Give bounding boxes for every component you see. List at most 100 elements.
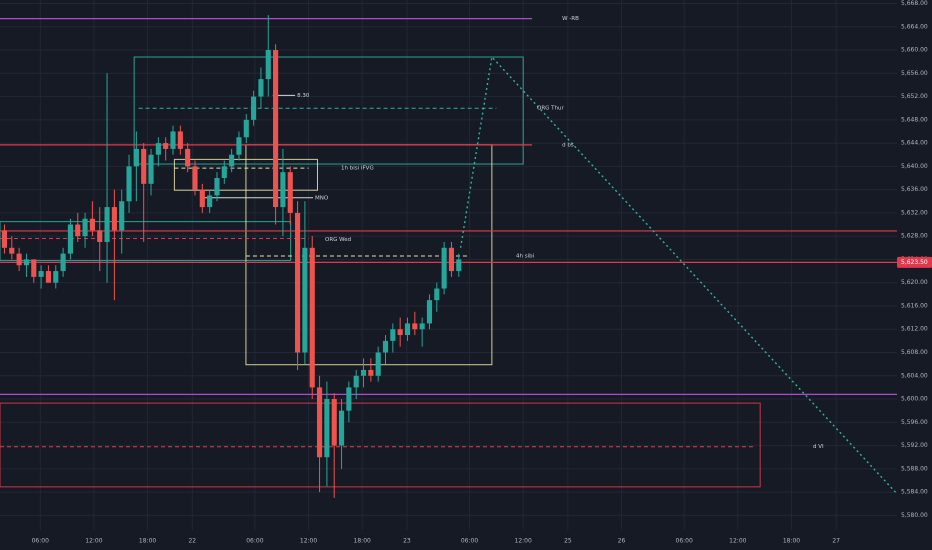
candle-body [353, 375, 359, 388]
price-tick-label: 5,600.00 [901, 396, 928, 403]
levels [0, 18, 897, 448]
time-axis[interactable]: 06:00 12:00 18:00 22 06:00 12:00 18:00 23 06:00 1… [0, 530, 932, 550]
candle-body [324, 399, 330, 458]
candle-body [309, 247, 315, 388]
candle-body [60, 253, 66, 272]
candle-body [434, 288, 440, 301]
level-labels: W -RB d bs ORG Thur 1h bisi IFVG ORG Wed 4h s… [297, 16, 824, 450]
candle-body [448, 247, 455, 272]
candle-body [111, 207, 117, 231]
candle-body [273, 50, 279, 208]
price-tick-label: 5,584.00 [901, 489, 928, 496]
price-tick-label: 5,664.00 [901, 23, 928, 30]
candle-body [185, 148, 191, 167]
candle-body [368, 369, 374, 376]
candle-body [331, 399, 337, 446]
price-tick-label: 5,580.00 [901, 512, 928, 519]
candle-body [89, 218, 95, 231]
price-tick-label: 5,660.00 [901, 47, 928, 54]
price-tick-label: 5,648.00 [901, 116, 928, 123]
zone-box [0, 402, 761, 488]
candle-body [382, 340, 389, 353]
price-tick-label: 5,640.00 [901, 163, 928, 170]
candle-body [316, 387, 323, 458]
price-tick-label: 5,620.00 [901, 279, 928, 286]
candle-body [441, 247, 447, 289]
dashed-level-label: 1h bisi IFVG [341, 166, 374, 172]
candle-body [360, 369, 367, 376]
marker-label: 8.30 [297, 93, 310, 99]
time-tick-label: 26 [618, 538, 626, 545]
price-tick-label: 5,652.00 [901, 93, 928, 100]
time-tick-label: 25 [564, 538, 572, 545]
candle-body [214, 178, 220, 196]
candle-body [31, 259, 37, 277]
price-tick-label: 5,668.00 [901, 0, 928, 7]
candle-body [295, 212, 301, 353]
time-tick-label: 18:00 [354, 538, 371, 545]
candle-body [9, 247, 15, 254]
time-tick-label: 12:00 [729, 538, 746, 545]
candle-body [221, 166, 227, 178]
candle-body [404, 323, 411, 336]
time-tick-label: 18:00 [139, 538, 156, 545]
candle-body [148, 154, 154, 184]
candle-body [199, 189, 205, 208]
time-tick-label: 23 [403, 538, 411, 545]
candle-body [67, 224, 73, 254]
candle-body [236, 137, 242, 155]
marker-label: MNO [315, 195, 329, 201]
candle-body [390, 329, 396, 341]
candle-body [53, 271, 59, 283]
time-tick-label: 06:00 [676, 538, 693, 545]
price-tick-label: 5,608.00 [901, 349, 928, 356]
time-tick-label: 06:00 [32, 538, 49, 545]
candle-body [302, 247, 308, 353]
candle-body [287, 172, 293, 213]
candle-body [177, 131, 183, 149]
candle-body [141, 148, 147, 184]
dashed-level-label: 4h sibi [516, 253, 535, 259]
level-label: W -RB [562, 16, 579, 22]
candle-body [456, 259, 462, 272]
dashed-level-label: ORG Thur [537, 106, 564, 112]
price-axis-bg [897, 0, 932, 550]
price-tick-label: 5,628.00 [901, 233, 928, 240]
time-tick-label: 12:00 [300, 538, 317, 545]
candle-body [75, 224, 81, 237]
candle-body [1, 230, 8, 248]
price-axis[interactable]: 5,668.00 5,664.00 5,660.00 5,656.00 5,652.00… [897, 0, 932, 550]
price-tag-label: 5,623.50 [901, 259, 928, 266]
candle-body [119, 201, 125, 231]
time-tick-label: 12:00 [515, 538, 532, 545]
candle-body [412, 323, 418, 330]
projection-path [459, 55, 898, 495]
time-tick-label: 18:00 [783, 538, 800, 545]
time-tick-label: 27 [832, 538, 840, 545]
candle-body [346, 387, 352, 411]
candle-body [251, 96, 257, 120]
candle-body [419, 323, 425, 330]
candle-body [163, 143, 169, 149]
price-tick-label: 5,632.00 [901, 209, 928, 216]
candle-body [104, 207, 110, 242]
candle-body [258, 79, 264, 97]
time-tick-label: 06:00 [246, 538, 263, 545]
candle-body [192, 166, 198, 190]
time-tick-label: 12:00 [85, 538, 102, 545]
candle-body [243, 119, 249, 138]
zone-box [133, 56, 524, 165]
candles [1, 15, 462, 498]
price-tag-bg [897, 256, 932, 268]
current-price-tag: 5,623.50 [897, 256, 932, 268]
price-tick-label: 5,596.00 [901, 419, 928, 426]
price-tick-label: 5,616.00 [901, 302, 928, 309]
candle-body [23, 259, 30, 266]
zone-box [0, 221, 292, 262]
price-tick-label: 5,604.00 [901, 372, 928, 379]
candle-body [207, 195, 213, 208]
candle-body [280, 172, 286, 208]
candle-body [397, 329, 403, 336]
